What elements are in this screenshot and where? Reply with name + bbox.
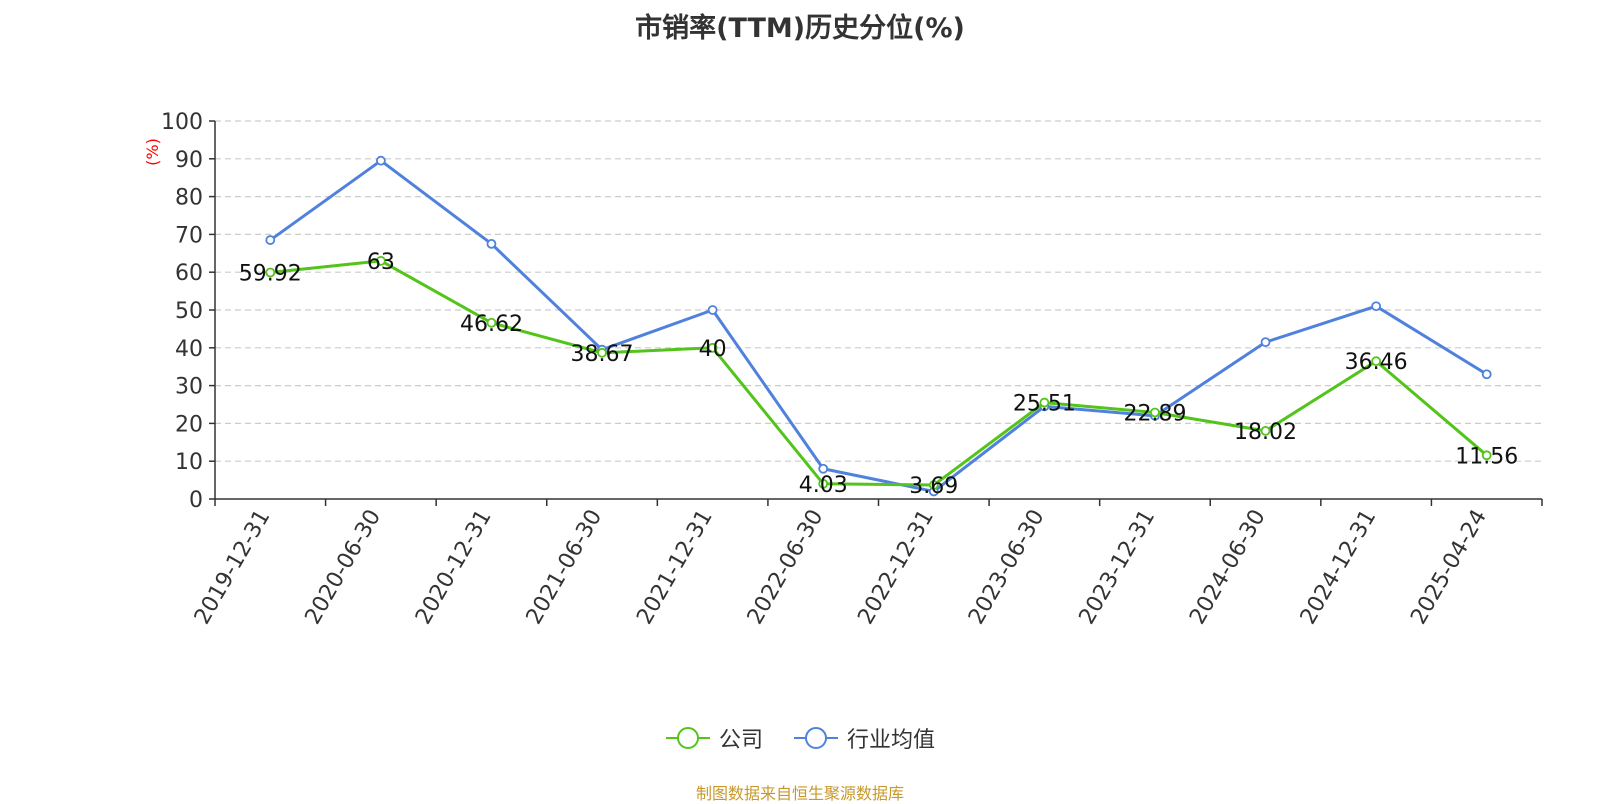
- y-tick-label: 30: [175, 375, 203, 400]
- series-point-1: [1371, 301, 1382, 312]
- series-line-1: [269, 159, 1488, 493]
- data-label: 63: [367, 250, 395, 275]
- y-tick-label: 100: [161, 110, 203, 135]
- data-label: 11.56: [1455, 444, 1518, 469]
- data-label: 36.46: [1345, 350, 1408, 375]
- x-tick-label: 2022-12-31: [853, 506, 939, 629]
- x-tick-label: 2023-06-30: [964, 506, 1050, 629]
- data-label: 22.89: [1123, 401, 1186, 426]
- x-tick-label: 2024-06-30: [1185, 506, 1271, 629]
- series-line-0: [270, 259, 1488, 487]
- series-point-0: [1260, 425, 1271, 436]
- x-tick-label: 2020-06-30: [300, 506, 386, 629]
- x-tick-label: 2025-04-24: [1406, 506, 1492, 629]
- series-point-0: [265, 267, 276, 278]
- series-point-0: [1150, 407, 1160, 418]
- x-tick-label: 2024-12-31: [1296, 506, 1382, 629]
- data-label: 18.02: [1234, 420, 1297, 445]
- data-labels: 59.92 63 46.62 38.67 40 4.03 3.69 25.51 22.89 18.…: [239, 250, 1518, 499]
- legend-label-industry-average: 行业均值: [847, 728, 936, 753]
- legend: 公司 行业均值: [0, 722, 1600, 754]
- legend-marker-industry-average: [794, 727, 838, 749]
- series-point-1: [265, 235, 276, 245]
- data-label: 40: [699, 337, 727, 362]
- legend-item-industry-average[interactable]: 行业均值: [793, 722, 935, 754]
- data-label: 3.69: [909, 474, 958, 499]
- source-note: 制图数据来自恒生聚源数据库: [695, 784, 904, 803]
- legend-marker-company: [665, 727, 710, 749]
- series-point-0: [375, 255, 386, 266]
- series-point-1: [1481, 369, 1492, 380]
- y-tick-label: 60: [175, 261, 203, 286]
- series-point-1: [375, 155, 386, 166]
- x-tick-label: 2021-12-31: [632, 506, 718, 629]
- x-tick-label: 2022-06-30: [743, 506, 829, 629]
- legend-label-company: 公司: [718, 728, 763, 753]
- series-point-0: [1481, 450, 1492, 461]
- y-axis-title: (%): [143, 138, 162, 166]
- series-point-1: [486, 238, 497, 249]
- y-tick-label: 80: [175, 186, 203, 211]
- series-point-0: [818, 478, 829, 489]
- chart-title: 市销率(TTM)历史分位(%): [635, 13, 965, 44]
- data-label: 46.62: [460, 312, 523, 337]
- data-label: 59.92: [239, 262, 302, 287]
- series-point-0: [597, 347, 607, 358]
- grid-lines: [215, 120, 1542, 462]
- series-point-1: [1260, 337, 1271, 348]
- series-layer: [265, 155, 1492, 497]
- series-point-0: [928, 480, 939, 490]
- x-tick-label: 2021-06-30: [522, 506, 608, 629]
- y-tick-label: 50: [175, 299, 203, 324]
- y-tick-label: 10: [175, 450, 203, 475]
- y-tick-label: 40: [175, 337, 203, 362]
- axes: 0 10 20 30 40 50 60 70 80 90 100 2019-12-31 2020-06-…: [161, 110, 1543, 629]
- y-tick-label: 0: [189, 488, 203, 513]
- series-point-0: [486, 317, 497, 328]
- series-point-1: [818, 463, 829, 474]
- x-tick-label: 2020-12-31: [411, 506, 497, 629]
- y-tick-label: 70: [175, 223, 203, 248]
- x-tick-label: 2019-12-31: [190, 506, 276, 629]
- y-tick-label: 90: [175, 148, 203, 173]
- data-label: 38.67: [571, 342, 634, 367]
- data-label: 25.51: [1013, 392, 1076, 417]
- series-point-0: [1039, 397, 1050, 408]
- series-point-1: [707, 305, 718, 315]
- y-tick-label: 20: [175, 412, 203, 437]
- series-point-0: [1371, 356, 1382, 367]
- x-tick-label: 2023-12-31: [1075, 506, 1161, 629]
- legend-item-company[interactable]: 公司: [665, 722, 763, 754]
- data-label: 4.03: [799, 473, 848, 498]
- series-point-0: [707, 342, 718, 353]
